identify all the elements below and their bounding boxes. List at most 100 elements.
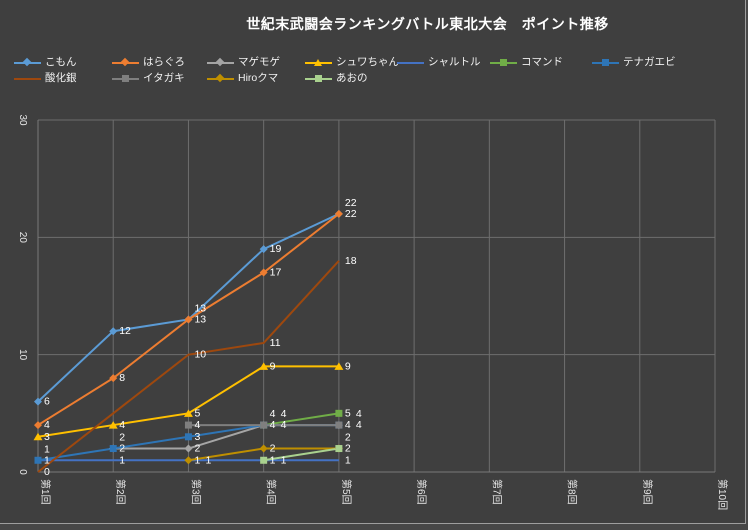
data-label: 9	[270, 360, 276, 372]
data-label: 1	[194, 454, 200, 466]
data-point-marker[interactable]	[108, 421, 118, 429]
square-marker-icon	[315, 74, 322, 82]
legend-item[interactable]: はらぐろ	[112, 57, 185, 67]
data-point-marker[interactable]	[335, 409, 343, 417]
data-label: 18	[345, 255, 357, 267]
x-axis-tick-label: 第3回	[189, 479, 202, 505]
data-label: 3	[194, 431, 200, 443]
data-label: 19	[270, 243, 282, 255]
data-label: 1	[345, 454, 351, 466]
data-label: 2	[119, 443, 125, 455]
triangle-marker-icon	[314, 58, 322, 66]
data-point-marker[interactable]	[335, 445, 343, 453]
data-point-marker[interactable]	[34, 421, 42, 430]
series-line-5	[263, 412, 340, 427]
data-label: 5	[194, 407, 200, 419]
data-label: 4	[356, 408, 362, 420]
legend-swatch	[397, 58, 424, 67]
legend-item[interactable]: こもん	[14, 57, 77, 67]
legend-item[interactable]: マゲモゲ	[207, 57, 280, 67]
data-point-marker[interactable]	[259, 268, 268, 277]
square-marker-icon	[500, 58, 507, 66]
data-label: 3	[44, 431, 50, 443]
legend-item[interactable]: 酸化銀	[14, 73, 77, 83]
x-axis-tick-label: 第2回	[114, 479, 127, 505]
data-point-marker[interactable]	[109, 445, 117, 453]
x-axis-tick-label: 第9回	[641, 479, 654, 505]
data-label: 0	[44, 466, 50, 478]
data-label: 4	[281, 408, 287, 420]
data-label: 4	[119, 419, 125, 431]
data-point-marker[interactable]	[109, 374, 118, 383]
data-point-marker[interactable]	[184, 444, 193, 453]
data-point-marker[interactable]	[260, 421, 268, 429]
legend-swatch	[112, 74, 139, 83]
legend-label: こもん	[45, 56, 77, 68]
data-point-marker[interactable]	[34, 397, 42, 406]
x-axis-tick-label: 第6回	[415, 479, 428, 505]
legend-label: Hiroクマ	[238, 72, 279, 84]
x-axis-tick-label: 第7回	[490, 479, 503, 505]
legend-item[interactable]: テナガエビ	[592, 57, 676, 67]
data-label: 4	[281, 419, 287, 431]
data-point-marker[interactable]	[33, 432, 43, 441]
legend-item[interactable]: あおの	[305, 73, 368, 83]
data-point-marker[interactable]	[109, 327, 118, 336]
legend-swatch	[207, 57, 234, 67]
legend-swatch	[112, 57, 139, 67]
legend-swatch	[490, 58, 517, 67]
data-point-marker[interactable]	[335, 421, 343, 429]
data-point-marker[interactable]	[259, 444, 268, 453]
data-label: 1	[44, 443, 50, 455]
legend-item[interactable]: コマンド	[490, 57, 563, 67]
legend-item[interactable]: シャルトル	[397, 57, 481, 67]
data-label: 22	[345, 197, 357, 209]
legend-swatch	[14, 57, 41, 67]
data-point-marker[interactable]	[259, 245, 268, 254]
x-axis-tick-label: 第5回	[340, 479, 353, 505]
square-marker-icon	[122, 74, 129, 82]
data-label: 13	[194, 313, 206, 325]
data-point-marker[interactable]	[184, 456, 193, 465]
y-axis-tick-label: 30	[17, 114, 28, 126]
data-label: 6	[44, 396, 50, 408]
data-label: 12	[119, 325, 131, 337]
data-point-marker[interactable]	[259, 362, 269, 370]
data-label: 9	[345, 360, 351, 372]
legend-swatch	[305, 74, 332, 83]
legend-item[interactable]: イタガキ	[112, 73, 185, 83]
data-point-marker[interactable]	[183, 409, 193, 417]
data-label: 4	[194, 419, 200, 431]
square-marker-icon	[602, 58, 609, 66]
x-axis-tick-label: 第10回	[716, 479, 729, 510]
series-line-10	[263, 447, 340, 462]
legend-label: はらぐろ	[143, 56, 185, 68]
data-point-marker[interactable]	[184, 315, 193, 324]
data-point-marker[interactable]	[334, 209, 343, 218]
data-point-marker[interactable]	[184, 421, 192, 429]
legend-swatch	[305, 58, 332, 67]
data-point-marker[interactable]	[260, 456, 268, 464]
x-axis-tick-label: 第4回	[265, 479, 278, 505]
data-point-marker[interactable]	[184, 433, 192, 441]
y-axis-tick-label: 20	[17, 232, 28, 244]
data-label: 1	[270, 454, 276, 466]
data-label: 4	[345, 419, 351, 431]
data-label: 5	[345, 407, 351, 419]
legend-label: マゲモゲ	[238, 56, 280, 68]
data-label: 4	[44, 419, 50, 431]
legend-swatch	[14, 74, 41, 83]
legend-item[interactable]: シュワちゃん	[305, 57, 399, 67]
data-point-marker[interactable]	[334, 362, 344, 370]
data-label: 2	[345, 432, 351, 444]
data-label: 2	[194, 443, 200, 455]
chart-title: 世紀末武闘会ランキングバトル東北大会 ポイント推移	[246, 16, 609, 32]
x-axis-tick-label: 第8回	[566, 479, 579, 505]
legend-label: コマンド	[521, 56, 563, 68]
data-point-marker[interactable]	[34, 456, 42, 464]
data-label: 1	[44, 454, 50, 466]
legend-label: シャルトル	[428, 56, 481, 68]
data-label: 17	[270, 267, 282, 279]
legend-item[interactable]: Hiroクマ	[207, 73, 278, 83]
